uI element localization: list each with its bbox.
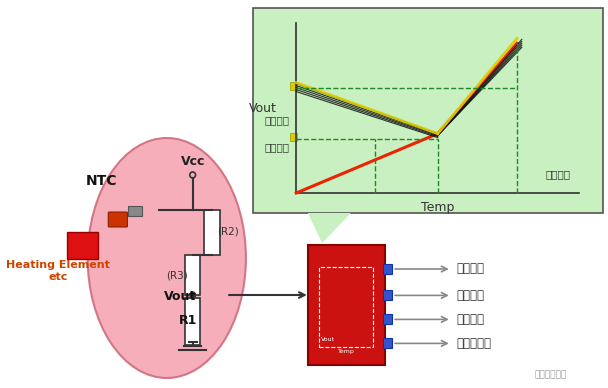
Text: 冷却开启: 冷却开启: [457, 263, 485, 275]
Text: 汽车电子设计: 汽车电子设计: [534, 371, 567, 379]
Bar: [319, 267, 373, 347]
Text: Heating Element
etc: Heating Element etc: [7, 260, 110, 282]
Text: (R2): (R2): [216, 227, 238, 237]
Circle shape: [190, 292, 196, 298]
Text: Temp: Temp: [337, 349, 354, 354]
Bar: [185, 298, 201, 345]
Text: 限制功率: 限制功率: [457, 289, 485, 302]
Text: NTC: NTC: [86, 174, 117, 188]
Text: Vout: Vout: [249, 102, 277, 114]
Bar: [308, 245, 384, 365]
Text: 冷却开启: 冷却开启: [264, 115, 289, 125]
Ellipse shape: [88, 138, 246, 378]
Bar: [382, 314, 392, 324]
Text: Temp: Temp: [421, 201, 454, 213]
Bar: [289, 133, 297, 140]
Bar: [382, 338, 392, 348]
Text: (R3): (R3): [166, 270, 187, 280]
Bar: [185, 255, 201, 295]
Text: 停止输出: 停止输出: [545, 170, 571, 180]
Text: Vout: Vout: [164, 290, 196, 303]
FancyBboxPatch shape: [253, 8, 603, 213]
Text: R1: R1: [179, 315, 197, 327]
Text: Vout: Vout: [321, 337, 336, 342]
Text: 停止输出: 停止输出: [457, 313, 485, 326]
Text: 限制功率: 限制功率: [264, 142, 289, 152]
Bar: [128, 206, 142, 216]
Text: Vcc: Vcc: [181, 155, 205, 168]
Polygon shape: [308, 213, 351, 243]
Bar: [382, 264, 392, 274]
Text: 极端热事件: 极端热事件: [457, 337, 491, 350]
Bar: [289, 81, 297, 90]
FancyBboxPatch shape: [108, 212, 128, 227]
Bar: [382, 290, 392, 300]
FancyBboxPatch shape: [67, 232, 98, 259]
Bar: [204, 210, 219, 255]
